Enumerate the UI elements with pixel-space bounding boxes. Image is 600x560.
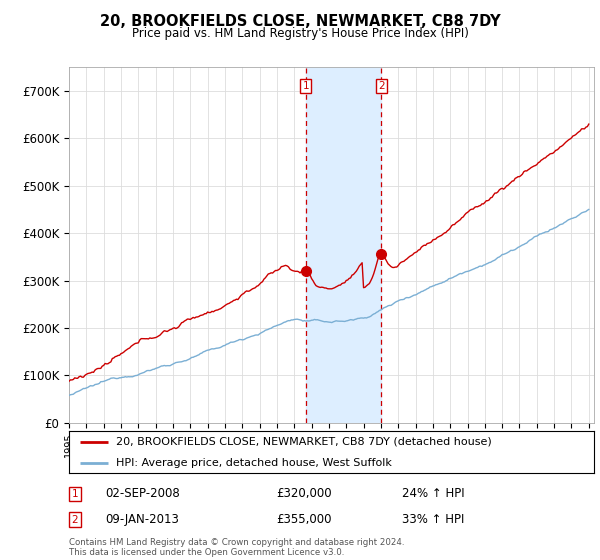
Text: 09-JAN-2013: 09-JAN-2013: [105, 513, 179, 526]
Text: HPI: Average price, detached house, West Suffolk: HPI: Average price, detached house, West…: [116, 458, 392, 468]
Text: 33% ↑ HPI: 33% ↑ HPI: [402, 513, 464, 526]
Bar: [306, 67, 382, 423]
Text: £320,000: £320,000: [276, 487, 332, 501]
Text: Contains HM Land Registry data © Crown copyright and database right 2024.
This d: Contains HM Land Registry data © Crown c…: [69, 538, 404, 557]
Text: 20, BROOKFIELDS CLOSE, NEWMARKET, CB8 7DY (detached house): 20, BROOKFIELDS CLOSE, NEWMARKET, CB8 7D…: [116, 437, 492, 447]
Text: 2: 2: [71, 515, 79, 525]
Text: Price paid vs. HM Land Registry's House Price Index (HPI): Price paid vs. HM Land Registry's House …: [131, 27, 469, 40]
Text: 1: 1: [71, 489, 79, 499]
Text: 24% ↑ HPI: 24% ↑ HPI: [402, 487, 464, 501]
Text: 20, BROOKFIELDS CLOSE, NEWMARKET, CB8 7DY: 20, BROOKFIELDS CLOSE, NEWMARKET, CB8 7D…: [100, 14, 500, 29]
Text: 02-SEP-2008: 02-SEP-2008: [105, 487, 180, 501]
Text: £355,000: £355,000: [276, 513, 331, 526]
Text: 1: 1: [302, 81, 309, 91]
Text: 2: 2: [378, 81, 385, 91]
